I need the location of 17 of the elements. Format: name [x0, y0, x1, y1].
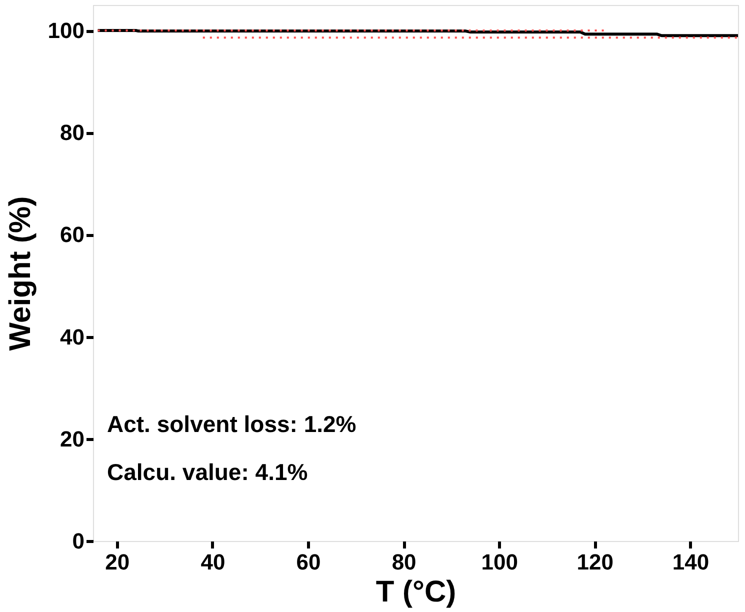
- y-tick-label: 100: [48, 18, 84, 44]
- y-tick-label: 40: [60, 324, 84, 350]
- x-tick-label: 80: [392, 550, 416, 574]
- x-tick-label: 100: [481, 550, 518, 574]
- x-tick-label: 20: [105, 550, 130, 574]
- annotation: Calcu. value: 4.1%: [107, 459, 308, 485]
- x-axis-title: T (°C): [376, 576, 456, 608]
- x-tick-label: 40: [200, 550, 226, 574]
- x-tick-label: 140: [672, 550, 710, 574]
- y-axis-title: Weight (%): [4, 196, 37, 351]
- y-tick-label: 0: [72, 528, 84, 554]
- y-tick-label: 60: [60, 222, 84, 248]
- x-tick-label: 60: [296, 550, 321, 574]
- x-tick-label: 120: [576, 550, 614, 574]
- y-tick-label: 80: [60, 120, 84, 146]
- annotation: Act. solvent loss: 1.2%: [107, 411, 356, 437]
- y-tick-label: 20: [60, 426, 84, 452]
